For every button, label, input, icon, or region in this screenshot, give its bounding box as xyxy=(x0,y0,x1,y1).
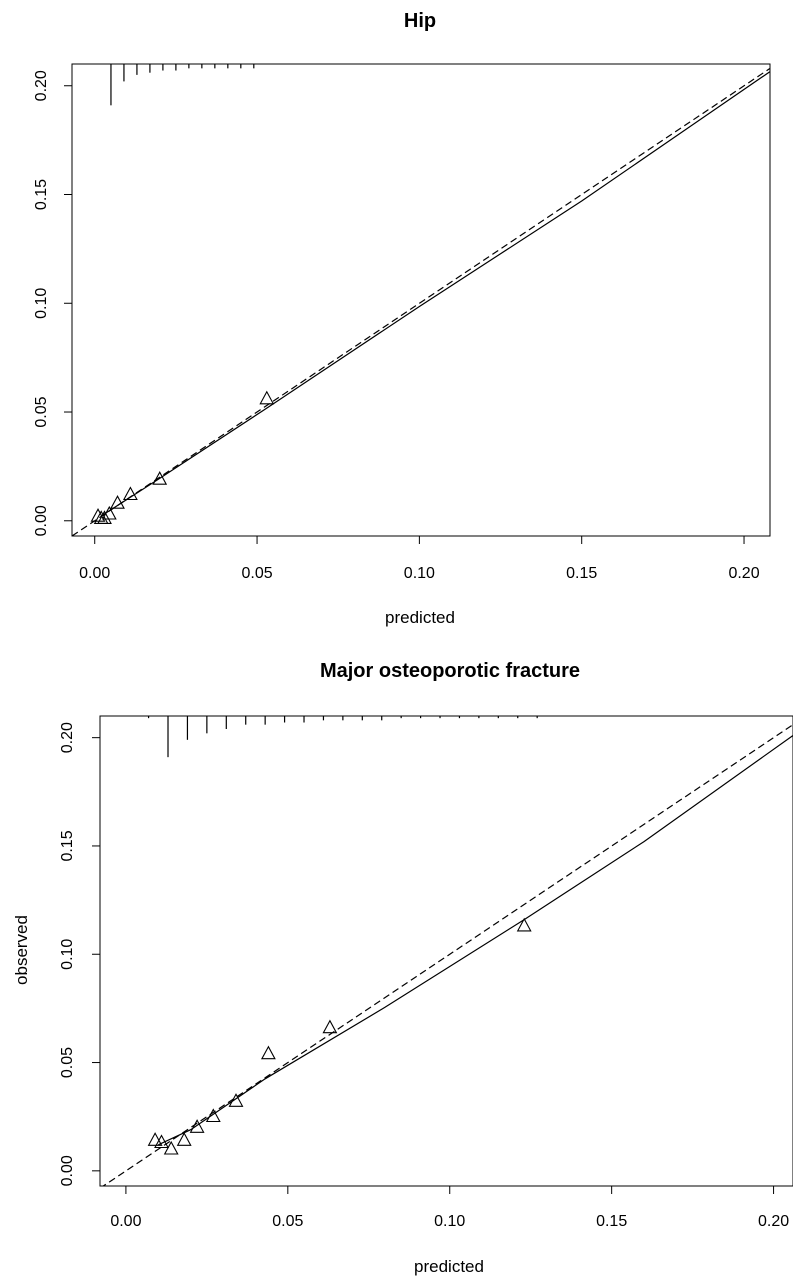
triangle-point xyxy=(152,471,168,485)
triangle-point xyxy=(90,508,106,522)
triangle-point xyxy=(189,1119,205,1133)
triangle-point xyxy=(163,1140,179,1155)
x-axis-label: predicted xyxy=(414,1257,484,1276)
chart-title: Major osteoporotic fracture xyxy=(320,660,580,682)
y-axis-label: observed xyxy=(12,915,31,985)
y-tick-label: 0.00 xyxy=(33,505,50,536)
triangle-point xyxy=(101,505,117,520)
x-tick-label: 0.15 xyxy=(566,565,597,582)
x-tick-label: 0.05 xyxy=(241,565,272,582)
triangle-point xyxy=(205,1108,221,1123)
triangle-point xyxy=(97,510,112,524)
plot-frame xyxy=(99,715,793,1187)
ideal-diagonal-line xyxy=(102,724,793,1186)
x-tick-label: 0.00 xyxy=(110,1213,141,1230)
calibration-curve xyxy=(100,71,770,517)
y-tick-label: 0.15 xyxy=(33,179,50,210)
y-tick-label: 0.05 xyxy=(59,1047,76,1078)
y-tick-label: 0.20 xyxy=(33,70,50,101)
ideal-diagonal-line xyxy=(72,67,770,536)
y-tick-label: 0.05 xyxy=(33,396,50,427)
x-tick-label: 0.05 xyxy=(272,1213,303,1230)
hip-chart: Hip 0.00 0.05 0.10 0.15 0.20 0.00 0.05 0.10 0.15… xyxy=(33,10,771,627)
triangle-point xyxy=(154,1134,169,1149)
y-tick-label: 0.20 xyxy=(59,722,76,753)
triangle-point xyxy=(228,1093,244,1107)
x-tick-label: 0.20 xyxy=(728,565,759,582)
triangle-point xyxy=(259,390,275,405)
x-tick-label: 0.20 xyxy=(758,1213,789,1230)
plot-marks: 0.00 0.05 0.10 0.15 0.20 0.00 0.05 0.10 0.15 0.20 xyxy=(59,716,793,1230)
x-tick-label: 0.10 xyxy=(434,1213,465,1230)
triangle-point xyxy=(322,1019,338,1034)
y-tick-label: 0.10 xyxy=(59,939,76,970)
chart-title: Hip xyxy=(404,10,436,32)
y-tick-label: 0.10 xyxy=(33,288,50,319)
major-osteoporotic-fracture-chart: Major osteoporotic fracture 0.00 0.05 0.10… xyxy=(12,660,793,1276)
y-tick-label: 0.15 xyxy=(59,830,76,861)
triangle-point xyxy=(110,495,125,509)
x-tick-label: 0.00 xyxy=(79,565,110,582)
plot-marks: 0.00 0.05 0.10 0.15 0.20 0.00 0.05 0.10 0.15 0.20 xyxy=(33,64,770,582)
plot-frame xyxy=(71,63,771,537)
x-axis-label: predicted xyxy=(385,608,455,627)
plot-area xyxy=(72,64,770,536)
triangle-point xyxy=(176,1132,192,1146)
x-tick-label: 0.10 xyxy=(404,565,435,582)
plot-area xyxy=(102,716,793,1186)
triangle-point xyxy=(147,1132,163,1146)
triangle-point xyxy=(260,1045,276,1060)
x-tick-label: 0.15 xyxy=(596,1213,627,1230)
triangle-point xyxy=(122,486,138,501)
calibration-curve xyxy=(158,735,793,1146)
triangle-point xyxy=(516,917,532,932)
y-tick-label: 0.00 xyxy=(59,1155,76,1186)
